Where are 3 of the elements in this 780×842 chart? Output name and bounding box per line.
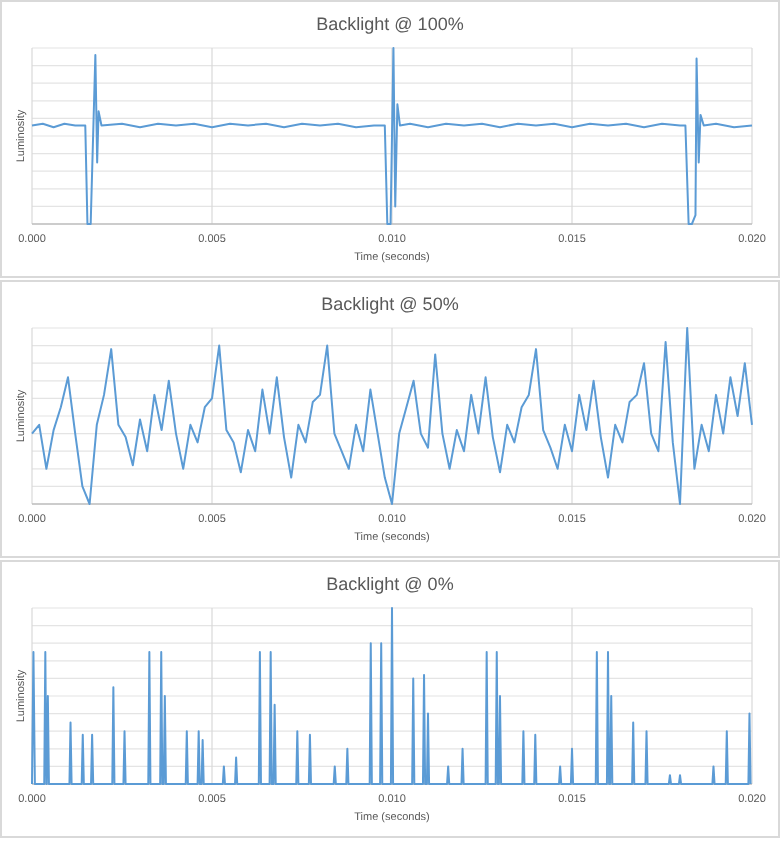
chart-title: Backlight @ 100% — [316, 14, 464, 34]
chart-title: Backlight @ 50% — [321, 294, 459, 314]
chart-title: Backlight @ 0% — [326, 574, 454, 594]
